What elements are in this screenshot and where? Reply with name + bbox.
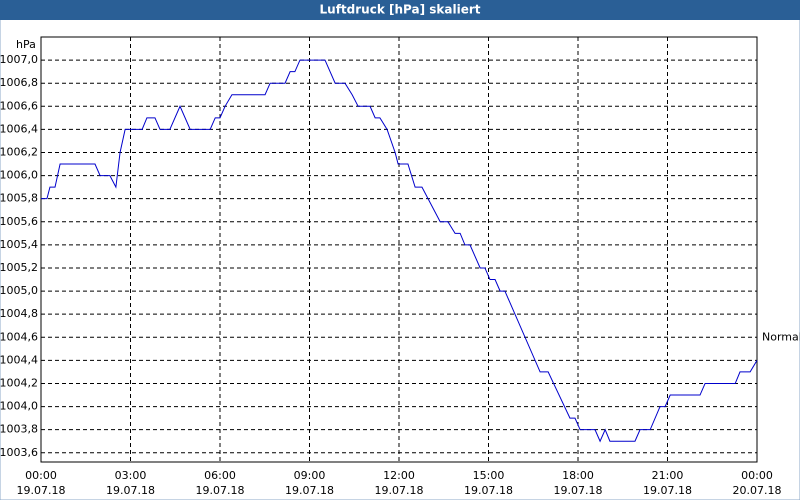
y-tick-label: 1004,6 xyxy=(0,330,38,343)
y-tick-label: 1005,8 xyxy=(0,192,38,205)
y-tick-label: 1004,0 xyxy=(0,400,38,413)
x-tick-label: 19.07.18 xyxy=(554,484,603,497)
y-tick-label: 1006,6 xyxy=(0,99,38,112)
y-unit: hPa xyxy=(16,38,36,51)
y-tick-label: 1006,0 xyxy=(0,169,38,182)
x-tick-label: 19.07.18 xyxy=(106,484,155,497)
y-tick-label: 1004,8 xyxy=(0,307,38,320)
y-tick-label: 1006,8 xyxy=(0,76,38,89)
y-tick-label: 1006,4 xyxy=(0,122,38,135)
x-tick-label: 15:00 xyxy=(473,469,505,482)
x-tick-label: 03:00 xyxy=(115,469,147,482)
y-tick-label: 1004,2 xyxy=(0,376,38,389)
x-tick-label: 19.07.18 xyxy=(375,484,424,497)
y-tick-label: 1003,6 xyxy=(0,446,38,459)
title-bar xyxy=(0,0,800,20)
annotation: Normal xyxy=(762,330,800,343)
x-tick-label: 09:00 xyxy=(294,469,326,482)
x-tick-label: 19.07.18 xyxy=(643,484,692,497)
y-tick-label: 1005,6 xyxy=(0,215,38,228)
y-tick-label: 1006,2 xyxy=(0,145,38,158)
x-tick-label: 19.07.18 xyxy=(196,484,245,497)
x-tick-label: 21:00 xyxy=(652,469,684,482)
x-tick-label: 12:00 xyxy=(383,469,415,482)
y-tick-label: 1005,2 xyxy=(0,261,38,274)
x-tick-label: 00:00 xyxy=(25,469,57,482)
x-tick-label: 19.07.18 xyxy=(285,484,334,497)
y-tick-label: 1003,8 xyxy=(0,423,38,436)
x-tick-label: 19.07.18 xyxy=(17,484,66,497)
x-tick-label: 06:00 xyxy=(204,469,236,482)
y-tick-label: 1007,0 xyxy=(0,53,38,66)
data-line xyxy=(41,59,758,443)
x-tick-label: 20.07.18 xyxy=(733,484,782,497)
y-tick-label: 1004,4 xyxy=(0,353,38,366)
plot-frame xyxy=(40,36,758,463)
x-tick-label: 18:00 xyxy=(562,469,594,482)
x-tick-label: 00:00 xyxy=(741,469,773,482)
x-tick-label: 19.07.18 xyxy=(464,484,513,497)
y-tick-label: 1005,0 xyxy=(0,284,38,297)
y-tick-label: 1005,4 xyxy=(0,238,38,251)
chart-title: Luftdruck [hPa] skaliert xyxy=(320,3,481,17)
